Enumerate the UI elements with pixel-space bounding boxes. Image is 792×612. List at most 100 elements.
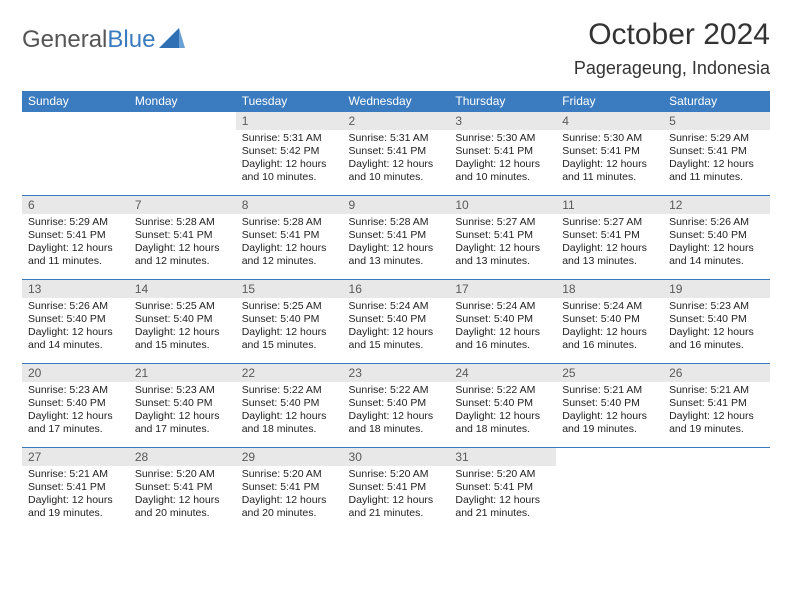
calendar-day-cell: 21Sunrise: 5:23 AMSunset: 5:40 PMDayligh… bbox=[129, 364, 236, 448]
day-number: 27 bbox=[22, 448, 129, 466]
day-number: 25 bbox=[556, 364, 663, 382]
day-number: 21 bbox=[129, 364, 236, 382]
calendar-day-cell: 12Sunrise: 5:26 AMSunset: 5:40 PMDayligh… bbox=[663, 196, 770, 280]
day-details: Sunrise: 5:20 AMSunset: 5:41 PMDaylight:… bbox=[129, 466, 236, 525]
calendar-day-cell: 1Sunrise: 5:31 AMSunset: 5:42 PMDaylight… bbox=[236, 112, 343, 196]
calendar-day-cell: 5Sunrise: 5:29 AMSunset: 5:41 PMDaylight… bbox=[663, 112, 770, 196]
day-details: Sunrise: 5:20 AMSunset: 5:41 PMDaylight:… bbox=[449, 466, 556, 525]
calendar-day-cell: 7Sunrise: 5:28 AMSunset: 5:41 PMDaylight… bbox=[129, 196, 236, 280]
header: GeneralBlue October 2024 Pagerageung, In… bbox=[22, 18, 770, 79]
day-number: 2 bbox=[343, 112, 450, 130]
calendar-day-cell: 24Sunrise: 5:22 AMSunset: 5:40 PMDayligh… bbox=[449, 364, 556, 448]
day-details: Sunrise: 5:24 AMSunset: 5:40 PMDaylight:… bbox=[449, 298, 556, 357]
calendar-day-cell: 13Sunrise: 5:26 AMSunset: 5:40 PMDayligh… bbox=[22, 280, 129, 364]
calendar-day-cell: 10Sunrise: 5:27 AMSunset: 5:41 PMDayligh… bbox=[449, 196, 556, 280]
calendar-day-cell: 23Sunrise: 5:22 AMSunset: 5:40 PMDayligh… bbox=[343, 364, 450, 448]
calendar-day-cell bbox=[556, 448, 663, 532]
day-number: 24 bbox=[449, 364, 556, 382]
day-number: 15 bbox=[236, 280, 343, 298]
day-number: 29 bbox=[236, 448, 343, 466]
calendar-day-cell: 20Sunrise: 5:23 AMSunset: 5:40 PMDayligh… bbox=[22, 364, 129, 448]
calendar-day-cell: 19Sunrise: 5:23 AMSunset: 5:40 PMDayligh… bbox=[663, 280, 770, 364]
calendar-day-cell: 16Sunrise: 5:24 AMSunset: 5:40 PMDayligh… bbox=[343, 280, 450, 364]
calendar-day-cell: 29Sunrise: 5:20 AMSunset: 5:41 PMDayligh… bbox=[236, 448, 343, 532]
day-details: Sunrise: 5:24 AMSunset: 5:40 PMDaylight:… bbox=[556, 298, 663, 357]
day-number: 14 bbox=[129, 280, 236, 298]
day-number: 8 bbox=[236, 196, 343, 214]
brand-triangle-icon bbox=[159, 28, 185, 53]
calendar-table: SundayMondayTuesdayWednesdayThursdayFrid… bbox=[22, 91, 770, 532]
day-details: Sunrise: 5:23 AMSunset: 5:40 PMDaylight:… bbox=[129, 382, 236, 441]
day-details: Sunrise: 5:22 AMSunset: 5:40 PMDaylight:… bbox=[236, 382, 343, 441]
calendar-header-row: SundayMondayTuesdayWednesdayThursdayFrid… bbox=[22, 91, 770, 112]
day-details: Sunrise: 5:28 AMSunset: 5:41 PMDaylight:… bbox=[129, 214, 236, 273]
day-number: 22 bbox=[236, 364, 343, 382]
calendar-day-cell: 17Sunrise: 5:24 AMSunset: 5:40 PMDayligh… bbox=[449, 280, 556, 364]
weekday-header: Sunday bbox=[22, 91, 129, 112]
calendar-week-row: 20Sunrise: 5:23 AMSunset: 5:40 PMDayligh… bbox=[22, 364, 770, 448]
day-details: Sunrise: 5:21 AMSunset: 5:41 PMDaylight:… bbox=[22, 466, 129, 525]
day-number: 20 bbox=[22, 364, 129, 382]
day-details: Sunrise: 5:23 AMSunset: 5:40 PMDaylight:… bbox=[663, 298, 770, 357]
day-details: Sunrise: 5:20 AMSunset: 5:41 PMDaylight:… bbox=[236, 466, 343, 525]
weekday-header: Friday bbox=[556, 91, 663, 112]
day-number: 17 bbox=[449, 280, 556, 298]
day-number: 7 bbox=[129, 196, 236, 214]
day-details: Sunrise: 5:22 AMSunset: 5:40 PMDaylight:… bbox=[449, 382, 556, 441]
calendar-day-cell: 9Sunrise: 5:28 AMSunset: 5:41 PMDaylight… bbox=[343, 196, 450, 280]
month-title: October 2024 bbox=[574, 18, 770, 52]
day-number: 12 bbox=[663, 196, 770, 214]
calendar-week-row: 6Sunrise: 5:29 AMSunset: 5:41 PMDaylight… bbox=[22, 196, 770, 280]
day-number: 16 bbox=[343, 280, 450, 298]
calendar-day-cell: 26Sunrise: 5:21 AMSunset: 5:41 PMDayligh… bbox=[663, 364, 770, 448]
calendar-day-cell bbox=[663, 448, 770, 532]
day-details: Sunrise: 5:23 AMSunset: 5:40 PMDaylight:… bbox=[22, 382, 129, 441]
brand-part2: Blue bbox=[107, 26, 155, 53]
day-number: 10 bbox=[449, 196, 556, 214]
day-number: 6 bbox=[22, 196, 129, 214]
calendar-day-cell: 4Sunrise: 5:30 AMSunset: 5:41 PMDaylight… bbox=[556, 112, 663, 196]
calendar-day-cell: 11Sunrise: 5:27 AMSunset: 5:41 PMDayligh… bbox=[556, 196, 663, 280]
day-details: Sunrise: 5:25 AMSunset: 5:40 PMDaylight:… bbox=[236, 298, 343, 357]
brand-part1: General bbox=[22, 26, 107, 53]
day-details: Sunrise: 5:27 AMSunset: 5:41 PMDaylight:… bbox=[556, 214, 663, 273]
calendar-day-cell: 18Sunrise: 5:24 AMSunset: 5:40 PMDayligh… bbox=[556, 280, 663, 364]
calendar-day-cell bbox=[22, 112, 129, 196]
day-details: Sunrise: 5:22 AMSunset: 5:40 PMDaylight:… bbox=[343, 382, 450, 441]
day-details: Sunrise: 5:31 AMSunset: 5:41 PMDaylight:… bbox=[343, 130, 450, 189]
weekday-header: Monday bbox=[129, 91, 236, 112]
day-details: Sunrise: 5:26 AMSunset: 5:40 PMDaylight:… bbox=[22, 298, 129, 357]
day-number: 5 bbox=[663, 112, 770, 130]
calendar-week-row: 1Sunrise: 5:31 AMSunset: 5:42 PMDaylight… bbox=[22, 112, 770, 196]
calendar-day-cell: 25Sunrise: 5:21 AMSunset: 5:40 PMDayligh… bbox=[556, 364, 663, 448]
calendar-day-cell: 14Sunrise: 5:25 AMSunset: 5:40 PMDayligh… bbox=[129, 280, 236, 364]
calendar-week-row: 27Sunrise: 5:21 AMSunset: 5:41 PMDayligh… bbox=[22, 448, 770, 532]
day-details: Sunrise: 5:27 AMSunset: 5:41 PMDaylight:… bbox=[449, 214, 556, 273]
calendar-day-cell: 28Sunrise: 5:20 AMSunset: 5:41 PMDayligh… bbox=[129, 448, 236, 532]
location: Pagerageung, Indonesia bbox=[574, 58, 770, 79]
day-number: 30 bbox=[343, 448, 450, 466]
day-details: Sunrise: 5:31 AMSunset: 5:42 PMDaylight:… bbox=[236, 130, 343, 189]
day-details: Sunrise: 5:28 AMSunset: 5:41 PMDaylight:… bbox=[236, 214, 343, 273]
calendar-day-cell: 6Sunrise: 5:29 AMSunset: 5:41 PMDaylight… bbox=[22, 196, 129, 280]
calendar-day-cell: 15Sunrise: 5:25 AMSunset: 5:40 PMDayligh… bbox=[236, 280, 343, 364]
day-number: 28 bbox=[129, 448, 236, 466]
day-details: Sunrise: 5:29 AMSunset: 5:41 PMDaylight:… bbox=[22, 214, 129, 273]
day-number: 23 bbox=[343, 364, 450, 382]
weekday-header: Wednesday bbox=[343, 91, 450, 112]
day-details: Sunrise: 5:20 AMSunset: 5:41 PMDaylight:… bbox=[343, 466, 450, 525]
day-details: Sunrise: 5:21 AMSunset: 5:41 PMDaylight:… bbox=[663, 382, 770, 441]
title-block: October 2024 Pagerageung, Indonesia bbox=[574, 18, 770, 79]
day-details: Sunrise: 5:25 AMSunset: 5:40 PMDaylight:… bbox=[129, 298, 236, 357]
calendar-day-cell: 31Sunrise: 5:20 AMSunset: 5:41 PMDayligh… bbox=[449, 448, 556, 532]
calendar-week-row: 13Sunrise: 5:26 AMSunset: 5:40 PMDayligh… bbox=[22, 280, 770, 364]
weekday-header: Saturday bbox=[663, 91, 770, 112]
brand-logo: GeneralBlue bbox=[22, 26, 185, 54]
calendar-day-cell: 2Sunrise: 5:31 AMSunset: 5:41 PMDaylight… bbox=[343, 112, 450, 196]
day-number: 4 bbox=[556, 112, 663, 130]
calendar-day-cell: 3Sunrise: 5:30 AMSunset: 5:41 PMDaylight… bbox=[449, 112, 556, 196]
day-details: Sunrise: 5:30 AMSunset: 5:41 PMDaylight:… bbox=[556, 130, 663, 189]
day-details: Sunrise: 5:29 AMSunset: 5:41 PMDaylight:… bbox=[663, 130, 770, 189]
day-details: Sunrise: 5:21 AMSunset: 5:40 PMDaylight:… bbox=[556, 382, 663, 441]
calendar-day-cell: 8Sunrise: 5:28 AMSunset: 5:41 PMDaylight… bbox=[236, 196, 343, 280]
